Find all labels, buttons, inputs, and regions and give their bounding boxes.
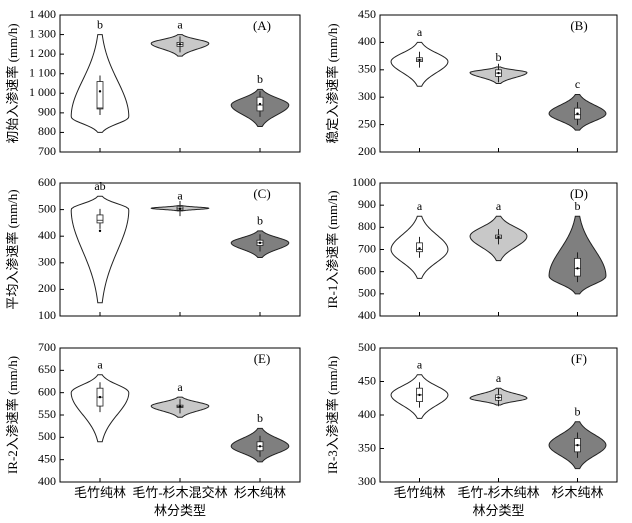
significance-letter: b [575,404,581,418]
y-tick-label: 450 [358,7,376,21]
y-tick-label: 400 [358,34,376,48]
y-tick-label: 900 [38,105,56,119]
mean [576,112,579,115]
y-tick-label: 300 [38,255,56,269]
significance-letter: b [257,411,263,425]
y-axis-label: 稳定入渗速率 (mm/h) [325,23,340,143]
y-axis-label: IR-3入渗速率 (mm/h) [325,356,340,474]
y-axis-label: 平均入渗速率 (mm/h) [5,189,20,309]
significance-letter: a [97,358,103,372]
y-axis-label: IR-1入渗速率 (mm/h) [325,190,340,308]
significance-letter: a [417,25,423,39]
y-tick-label: 400 [38,228,56,242]
panel-label: (F) [571,351,587,366]
mean [258,445,262,448]
y-tick-label: 450 [38,451,56,465]
y-tick-label: 500 [358,340,376,354]
y-tick-label: 100 [38,308,56,322]
y-tick-label: 1 100 [29,65,56,79]
significance-letter: a [496,371,502,385]
x-axis-label: 林分类型 [472,503,524,518]
mean [178,405,182,408]
y-tick-label: 500 [358,286,376,300]
y-tick-label: 900 [358,197,376,211]
x-tick-label: 毛竹纯林 [393,485,445,500]
y-tick-label: 1 300 [29,26,56,40]
mean [98,395,102,399]
y-tick-label: 650 [38,362,56,376]
mean [178,207,182,211]
significance-letter: ab [94,179,105,193]
box [96,214,104,224]
mean [178,43,182,46]
panel-label: (B) [570,18,587,33]
mean [258,102,262,106]
x-tick-label: 毛竹纯林 [74,485,126,500]
y-tick-label: 1 400 [29,7,56,21]
panel-label: (E) [254,351,271,366]
y-tick-label: 1000 [352,175,376,189]
significance-letter: a [177,17,183,31]
y-tick-label: 300 [358,89,376,103]
y-tick-label: 800 [38,124,56,138]
y-tick-label: 250 [358,116,376,130]
significance-letter: a [177,188,183,202]
mean [258,241,262,245]
y-tick-label: 400 [358,308,376,322]
mean [418,393,421,397]
y-axis-label: IR-2入渗速率 (mm/h) [5,356,20,474]
y-tick-label: 400 [38,474,56,488]
panel-label: (C) [253,186,270,201]
y-tick-label: 500 [38,201,56,215]
significance-letter: b [97,17,103,31]
x-tick-label: 杉木纯林 [551,485,603,500]
mean [497,235,500,239]
significance-letter: a [417,199,423,213]
box [96,81,104,110]
x-tick-label: 毛竹-杉木纯林 [457,485,539,500]
y-tick-label: 200 [358,144,376,158]
significance-letter: a [177,380,183,394]
mean [576,443,579,447]
y-axis-label: 初始入渗速率 (mm/h) [5,23,20,143]
y-tick-label: 600 [358,263,376,277]
panel-label: (D) [570,186,588,201]
y-tick-label: 350 [358,62,376,76]
x-tick-label: 杉木纯林 [234,485,286,500]
significance-letter: a [417,358,423,372]
y-tick-label: 600 [38,384,56,398]
y-tick-label: 350 [358,440,376,454]
y-tick-label: 800 [358,219,376,233]
significance-letter: b [575,199,581,213]
y-tick-label: 1 000 [29,85,56,99]
panel-label: (A) [253,18,271,33]
significance-letter: b [496,50,502,64]
y-tick-label: 400 [358,407,376,421]
y-tick-label: 300 [358,474,376,488]
mean [98,90,102,93]
y-tick-label: 600 [38,175,56,189]
mean [418,247,421,250]
y-tick-label: 700 [38,340,56,354]
significance-letter: a [496,199,502,213]
x-axis-label: 林分类型 [154,503,206,518]
mean [418,58,421,62]
y-tick-label: 450 [358,373,376,387]
significance-letter: c [575,77,580,91]
mean [497,396,500,399]
x-tick-label: 毛竹-杉木混交林 [132,485,227,500]
y-tick-label: 200 [38,281,56,295]
y-tick-label: 700 [358,241,376,255]
mean [576,267,579,270]
significance-letter: b [257,214,263,228]
violin [70,195,130,304]
mean [98,229,102,233]
significance-letter: b [257,72,263,86]
mean [497,71,500,75]
y-tick-label: 1 200 [29,46,56,60]
y-tick-label: 700 [38,144,56,158]
y-tick-label: 500 [38,429,56,443]
y-tick-label: 550 [38,407,56,421]
